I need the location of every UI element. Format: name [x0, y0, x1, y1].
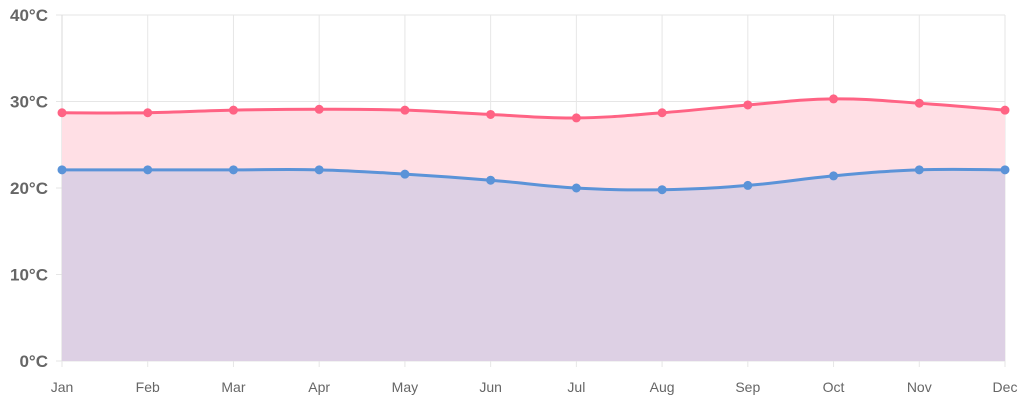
series-1-point-dec[interactable] — [1000, 105, 1010, 115]
x-tick-label: Mar — [221, 379, 245, 395]
x-tick-label: Nov — [907, 379, 932, 395]
series-1-point-jan[interactable] — [57, 108, 67, 118]
y-tick-label: 40°C — [10, 6, 48, 25]
y-tick-label: 20°C — [10, 179, 48, 198]
x-tick-label: Dec — [993, 379, 1018, 395]
series-2-point-jun[interactable] — [486, 175, 496, 185]
y-axis-tick-labels: 0°C 10°C 20°C 30°C 40°C — [10, 6, 48, 371]
series-2-point-jul[interactable] — [571, 183, 581, 193]
series-2-point-jan[interactable] — [57, 165, 67, 175]
chart-data-points — [57, 94, 1010, 195]
series-1-point-aug[interactable] — [657, 108, 667, 118]
x-tick-label: Jun — [479, 379, 502, 395]
series-1-point-mar[interactable] — [228, 105, 238, 115]
series-1-point-jul[interactable] — [571, 113, 581, 123]
series-1-point-feb[interactable] — [143, 108, 153, 118]
x-tick-label: Sep — [735, 379, 760, 395]
x-tick-label: Oct — [823, 379, 845, 395]
series-1-line — [61, 97, 1006, 120]
x-tick-label: May — [392, 379, 418, 395]
chart-series-lines — [61, 97, 1006, 192]
series-2-point-dec[interactable] — [1000, 165, 1010, 175]
x-tick-label: Jul — [567, 379, 585, 395]
series-2-point-aug[interactable] — [657, 185, 667, 195]
series-2-point-nov[interactable] — [914, 165, 924, 175]
x-tick-label: Feb — [136, 379, 160, 395]
series-2-line — [61, 167, 1006, 192]
series-1-point-apr[interactable] — [314, 104, 324, 114]
x-tick-label: Apr — [308, 379, 330, 395]
y-tick-label: 30°C — [10, 93, 48, 112]
y-tick-label: 0°C — [19, 352, 48, 371]
series-2-point-oct[interactable] — [829, 171, 839, 181]
series-2-point-mar[interactable] — [228, 165, 238, 175]
x-axis-tick-labels: Jan Feb Mar Apr May Jun Jul Aug Sep Oct Nov Dec — [51, 379, 1018, 395]
series-2-point-sep[interactable] — [743, 180, 753, 190]
series-1-point-sep[interactable] — [743, 100, 753, 110]
series-2-point-may[interactable] — [400, 169, 410, 179]
chart-area-fills — [62, 98, 1005, 362]
series-1-point-jun[interactable] — [486, 109, 496, 119]
y-tick-label: 10°C — [10, 266, 48, 285]
series-1-point-may[interactable] — [400, 105, 410, 115]
x-tick-label: Aug — [650, 379, 675, 395]
x-tick-label: Jan — [51, 379, 74, 395]
series-2-point-feb[interactable] — [143, 165, 153, 175]
series-1-point-oct[interactable] — [829, 94, 839, 104]
series-2-point-apr[interactable] — [314, 165, 324, 175]
series-1-point-nov[interactable] — [914, 98, 924, 108]
series-2-area — [62, 169, 1005, 361]
